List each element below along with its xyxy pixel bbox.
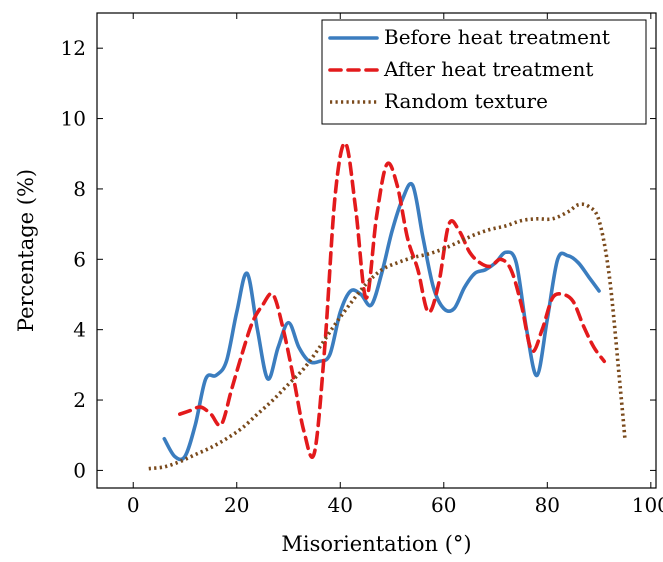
y-tick-label: 2	[73, 388, 86, 412]
x-tick-label: 80	[535, 493, 560, 517]
y-tick-label: 10	[61, 107, 86, 131]
y-tick-label: 0	[73, 458, 86, 482]
series-line-2	[178, 141, 607, 459]
x-axis-title: Misorientation (°)	[281, 532, 471, 556]
y-tick-label: 12	[61, 36, 86, 60]
x-tick-label: 100	[632, 493, 663, 517]
legend-label-1: Before heat treatment	[384, 25, 610, 49]
plot-area-frame	[96, 12, 657, 489]
series-line-3	[148, 202, 627, 471]
series-line-1	[162, 182, 601, 462]
x-tick-label: 40	[328, 493, 353, 517]
x-tick-label: 20	[224, 493, 249, 517]
y-axis-title: Percentage (%)	[14, 169, 38, 332]
legend-label-2: After heat treatment	[383, 57, 593, 81]
x-tick-label: 60	[431, 493, 456, 517]
y-tick-label: 4	[73, 318, 86, 342]
y-tick-label: 6	[73, 247, 86, 271]
x-tick-label: 0	[127, 493, 140, 517]
y-tick-label: 8	[73, 177, 86, 201]
legend-label-3: Random texture	[384, 89, 548, 113]
